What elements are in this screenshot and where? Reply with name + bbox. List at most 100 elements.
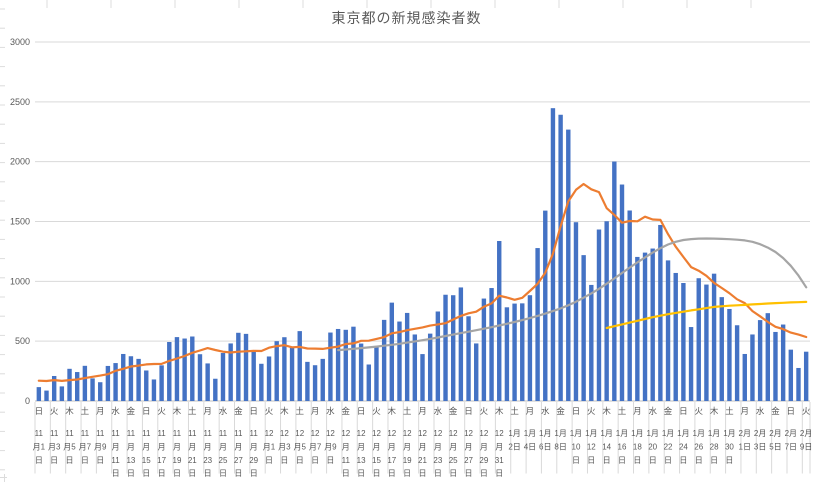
bar[interactable]: 11月26日 481 bbox=[228, 343, 233, 401]
bar[interactable]: 1月31日 633 bbox=[734, 325, 740, 401]
bar[interactable]: 11月20日 522 bbox=[182, 338, 187, 401]
yellow-line[interactable] bbox=[605, 300, 808, 330]
bar[interactable]: 11月18日 493 bbox=[167, 342, 172, 401]
bar[interactable]: 11月16日 180 bbox=[151, 379, 157, 401]
orange-7day-average-line[interactable] bbox=[37, 182, 808, 383]
bar[interactable]: 11月4日 122 bbox=[59, 386, 65, 401]
bar[interactable]: 12月22日 563 bbox=[427, 333, 433, 401]
gray-line[interactable] bbox=[337, 237, 808, 352]
bar[interactable]: 12月26日 949 bbox=[458, 287, 464, 401]
bar[interactable]: 12月28日 481 bbox=[474, 343, 479, 401]
bar[interactable]: 2月4日 734 bbox=[765, 313, 770, 401]
bar[interactable]: 12月18日 664 bbox=[397, 321, 402, 401]
bar[interactable]: 2月2日 556 bbox=[750, 334, 755, 401]
bar[interactable]: 12月10日 602 bbox=[335, 328, 341, 401]
bar[interactable]: 11月8日 189 bbox=[90, 378, 95, 401]
bar[interactable]: 11月6日 242 bbox=[75, 372, 80, 401]
bar[interactable]: 12月4日 449 bbox=[289, 347, 295, 401]
bar[interactable]: 12月6日 327 bbox=[305, 361, 310, 401]
bar[interactable]: 12月2日 500 bbox=[274, 341, 279, 401]
bar[interactable]: 11月30日 311 bbox=[259, 363, 264, 401]
bar[interactable]: 12月30日 944 bbox=[489, 288, 494, 401]
bar[interactable]: 11月12日 393 bbox=[121, 353, 126, 401]
bar[interactable]: 11月10日 293 bbox=[105, 365, 111, 401]
bar[interactable]: 11月14日 352 bbox=[136, 358, 141, 401]
bar[interactable]: 12月16日 678 bbox=[381, 319, 387, 401]
bar[interactable]: 12月8日 352 bbox=[320, 358, 325, 401]
bar[interactable]: 12月12日 621 bbox=[351, 326, 356, 401]
bar[interactable]: 12月24日 888 bbox=[443, 294, 448, 401]
bar[interactable]: 11月24日 186 bbox=[213, 378, 218, 401]
bar[interactable]: 12月14日 305 bbox=[366, 364, 371, 401]
bar[interactable]: 11月28日 561 bbox=[243, 333, 249, 401]
bar[interactable]: 2月8日 276 bbox=[796, 367, 801, 401]
bar[interactable]: 11月22日 391 bbox=[197, 354, 203, 401]
bar[interactable]: 12月20日 556 bbox=[412, 334, 418, 401]
